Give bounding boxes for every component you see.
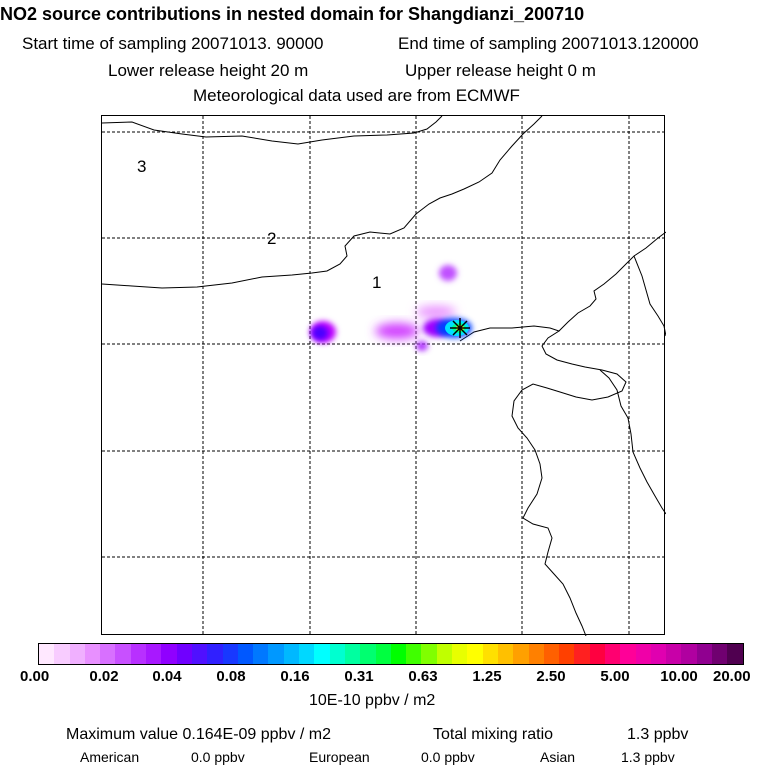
colorbar-swatch: [360, 644, 376, 664]
total-mixing-value: 1.3 ppbv: [627, 726, 689, 743]
colorbar-swatch: [712, 644, 728, 664]
map-panel[interactable]: 1 2 3: [101, 115, 667, 637]
european-label: European: [309, 749, 370, 765]
colorbar-tick-label: 0.02: [89, 668, 119, 685]
station-marker-icon: [450, 318, 470, 338]
colorbar-tick-label: 10.00: [660, 668, 698, 685]
colorbar-swatch: [528, 644, 544, 664]
boundary-north: [101, 115, 443, 145]
colorbar-swatch: [344, 644, 361, 664]
colorbar-unit-label: 10E-10 ppbv / m2: [309, 692, 436, 709]
lower-release-label: Lower release height 20 m: [108, 61, 309, 80]
colorbar-tick-label: 2.50: [536, 668, 566, 685]
plume-patch: [416, 306, 456, 318]
map-boundaries: [101, 115, 667, 637]
colorbar-swatch: [620, 644, 636, 664]
colorbar-swatch: [84, 644, 101, 664]
colorbar-tick-label: 0.08: [216, 668, 246, 685]
coastline: [459, 325, 627, 637]
colorbar-swatch: [696, 644, 713, 664]
colorbar-tick-label: 0.31: [344, 668, 374, 685]
colorbar-swatch: [452, 644, 468, 664]
colorbar-tick-label: 0.00: [20, 668, 50, 685]
colorbar-swatch: [589, 644, 605, 664]
plume-patch: [312, 326, 328, 340]
colorbar-swatch: [635, 644, 651, 664]
colorbar-swatch: [268, 644, 284, 664]
colorbar-swatch: [574, 644, 590, 664]
colorbar-tick-label: 0.63: [408, 668, 438, 685]
start-time-label: Start time of sampling 20071013. 90000: [22, 34, 324, 53]
colorbar-swatch: [314, 644, 330, 664]
colorbar-swatch: [283, 644, 300, 664]
colorbar-swatch: [146, 644, 162, 664]
colorbar-swatch: [299, 644, 315, 664]
colorbar-swatch: [253, 644, 269, 664]
colorbar-tick-label: 0.16: [280, 668, 310, 685]
colorbar-tick-label: 5.00: [600, 668, 630, 685]
colorbar-tick-label: 0.04: [152, 668, 182, 685]
colorbar-swatch: [54, 644, 70, 664]
colorbar-swatch: [543, 644, 560, 664]
colorbar-swatch: [222, 644, 238, 664]
colorbar-swatch: [130, 644, 147, 664]
colorbar-swatch: [482, 644, 498, 664]
colorbar-swatch: [681, 644, 697, 664]
colorbar-tick-label: 20.00: [713, 668, 751, 685]
boundary-central: [101, 115, 543, 289]
colorbar-swatch: [39, 644, 55, 664]
total-mixing-label: Total mixing ratio: [433, 726, 554, 743]
upper-release-label: Upper release height 0 m: [405, 61, 596, 80]
american-label: American: [80, 749, 140, 765]
european-value: 0.0 ppbv: [421, 749, 475, 765]
colorbar-swatch: [650, 644, 667, 664]
plume-patch: [439, 265, 457, 281]
colorbar-tick-label: 1.25: [472, 668, 502, 685]
peninsula-coast: [558, 231, 667, 332]
colorbar-swatch: [390, 644, 407, 664]
region-label-2: 2: [267, 229, 276, 248]
colorbar-swatch: [375, 644, 391, 664]
colorbar: [38, 643, 744, 665]
colorbar-swatch: [237, 644, 254, 664]
colorbar-swatch: [329, 644, 345, 664]
map-canvas: 1 2 3: [101, 115, 667, 637]
colorbar-swatch: [727, 644, 743, 664]
gridlines: [102, 116, 666, 636]
colorbar-swatch: [406, 644, 422, 664]
colorbar-swatch: [436, 644, 453, 664]
concentration-field: [310, 265, 472, 351]
plume-patch: [375, 323, 419, 339]
end-time-label: End time of sampling 20071013.120000: [398, 34, 699, 53]
colorbar-swatch: [69, 644, 85, 664]
colorbar-swatch: [207, 644, 223, 664]
colorbar-swatch: [421, 644, 437, 664]
colorbar-swatch: [604, 644, 621, 664]
korea-coast: [633, 255, 667, 337]
colorbar-swatch: [497, 644, 514, 664]
colorbar-swatch: [467, 644, 483, 664]
east-coast: [599, 369, 667, 515]
colorbar-swatch: [666, 644, 682, 664]
region-label-3: 3: [137, 157, 146, 176]
plume-patch: [416, 341, 428, 351]
region-label-1: 1: [372, 273, 381, 292]
colorbar-swatch: [100, 644, 116, 664]
colorbar-swatch: [176, 644, 192, 664]
colorbar-swatch: [115, 644, 131, 664]
meteorology-label: Meteorological data used are from ECMWF: [193, 86, 520, 105]
colorbar-swatch: [513, 644, 529, 664]
colorbar-swatch: [559, 644, 575, 664]
colorbar-swatch: [191, 644, 208, 664]
maximum-value-label: Maximum value 0.164E-09 ppbv / m2: [66, 726, 332, 743]
asian-value: 1.3 ppbv: [621, 749, 675, 765]
american-value: 0.0 ppbv: [191, 749, 245, 765]
plot-title: NO2 source contributions in nested domai…: [0, 4, 585, 24]
asian-label: Asian: [540, 749, 576, 765]
colorbar-swatch: [161, 644, 177, 664]
